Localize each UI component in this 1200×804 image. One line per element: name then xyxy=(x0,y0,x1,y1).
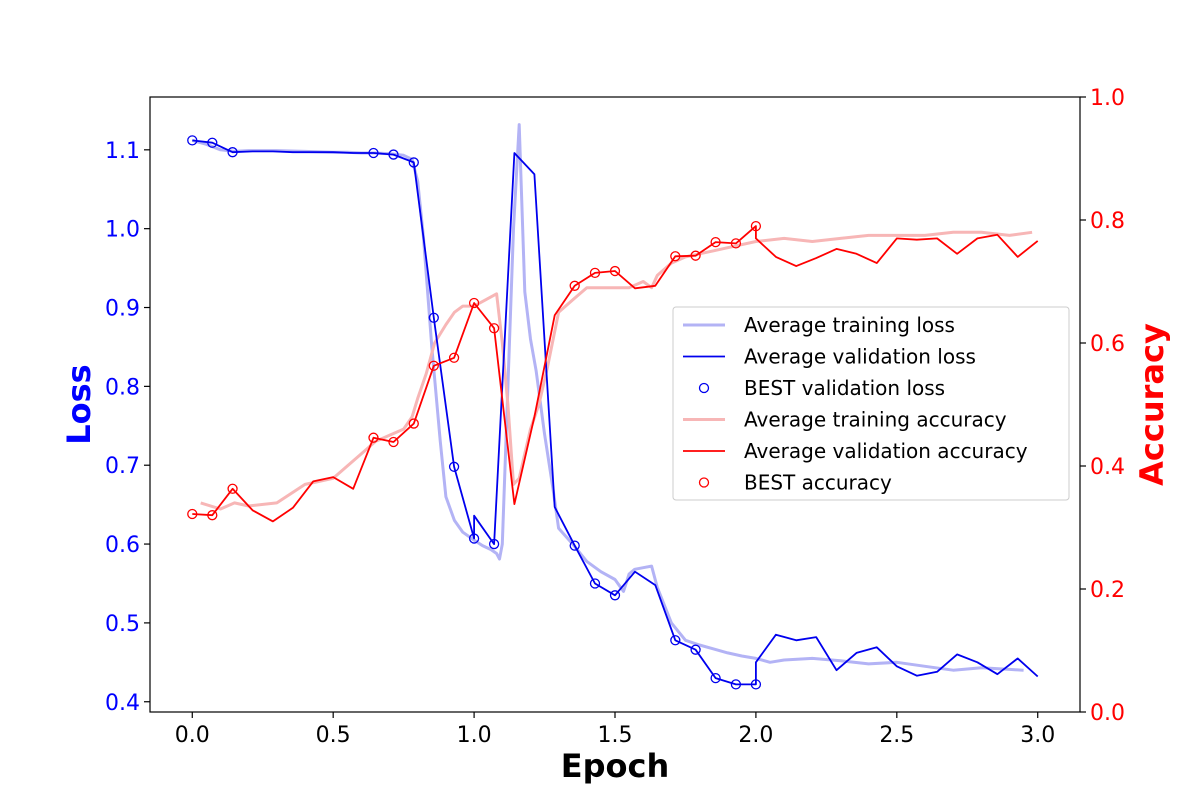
average-validation-loss-line xyxy=(192,139,1039,686)
legend-label-average-validation-accuracy: Average validation accuracy xyxy=(744,439,1028,463)
legend-box xyxy=(672,306,1070,501)
best-validation-loss-point xyxy=(750,679,762,690)
best-validation-loss-point xyxy=(207,137,218,148)
best-validation-loss-point xyxy=(448,461,460,472)
x-tick-label: 1.0 xyxy=(457,723,492,748)
x-tick-label: 2.0 xyxy=(738,723,773,748)
best-validation-loss-point xyxy=(388,149,399,160)
best-validation-loss-point xyxy=(488,538,500,550)
best-validation-loss-point xyxy=(227,147,238,158)
x-tick-label: 0.0 xyxy=(175,723,210,748)
best-validation-loss-point xyxy=(609,590,621,601)
average-training-accuracy-line xyxy=(200,230,1033,511)
series-layer xyxy=(187,123,1039,690)
left-y-axis-label: Loss xyxy=(60,364,98,444)
left-y-tick-label: 0.6 xyxy=(105,533,140,558)
best-validation-loss-point xyxy=(468,533,480,544)
x-tick-label: 0.5 xyxy=(316,723,351,748)
best-validation-loss-point xyxy=(408,157,419,168)
best-accuracy-point xyxy=(690,250,701,261)
right-y-tick-label: 0.0 xyxy=(1090,701,1125,726)
left-y-tick-label: 0.5 xyxy=(105,612,140,637)
legend-label-average-training-loss: Average training loss xyxy=(744,313,955,337)
best-validation-loss-point xyxy=(730,679,742,690)
best-accuracy-markers xyxy=(187,220,762,521)
left-y-tick-label: 0.9 xyxy=(105,297,140,322)
best-validation-loss-point xyxy=(368,147,379,159)
best-validation-loss-point xyxy=(589,578,601,589)
best-accuracy-point xyxy=(750,220,762,232)
best-accuracy-point xyxy=(187,508,198,520)
best-accuracy-point xyxy=(488,323,500,334)
best-accuracy-point xyxy=(730,238,742,249)
legend-label-average-training-accuracy: Average training accuracy xyxy=(744,408,1007,432)
axes-layer: 0.0 0.5 1.0 1.5 2.0 2.5 3.0 0.4 0.5 0.6 0.7 0.8 0.9 1… xyxy=(105,86,1125,748)
legend-label-best-accuracy: BEST accuracy xyxy=(744,471,892,495)
best-accuracy-point xyxy=(227,483,238,494)
best-accuracy-point xyxy=(207,510,218,521)
legend: Average training loss Average validation … xyxy=(672,306,1070,501)
right-y-tick-label: 0.2 xyxy=(1090,578,1125,603)
legend-label-best-validation-loss: BEST validation loss xyxy=(744,376,945,400)
best-accuracy-point xyxy=(710,236,721,248)
best-validation-loss-point xyxy=(710,672,721,684)
x-axis-label: Epoch xyxy=(561,747,670,785)
left-y-tick-label: 1.0 xyxy=(105,218,140,243)
best-validation-loss-point xyxy=(690,644,701,655)
legend-swatch-best-validation-loss xyxy=(698,382,710,394)
best-accuracy-point xyxy=(569,280,580,291)
left-y-tick-label: 0.4 xyxy=(105,691,140,716)
best-accuracy-point xyxy=(448,352,460,363)
best-validation-loss-markers xyxy=(187,135,762,690)
legend-entries: Average training loss Average validation … xyxy=(683,313,1028,495)
best-accuracy-point xyxy=(428,360,439,371)
right-y-axis-label: Accuracy xyxy=(1133,323,1171,486)
best-accuracy-point xyxy=(468,297,480,309)
best-validation-loss-point xyxy=(569,540,580,551)
best-accuracy-point xyxy=(408,418,419,429)
legend-swatch-best-accuracy xyxy=(698,477,710,488)
best-accuracy-point xyxy=(368,432,379,443)
left-y-tick-label: 0.8 xyxy=(105,375,140,400)
right-y-tick-label: 0.6 xyxy=(1090,332,1125,357)
x-tick-label: 3.0 xyxy=(1020,723,1055,748)
right-y-tick-label: 1.0 xyxy=(1090,86,1125,111)
x-tick-label: 1.5 xyxy=(598,723,633,748)
best-validation-loss-point xyxy=(187,135,198,146)
left-y-tick-label: 1.1 xyxy=(105,139,140,164)
best-accuracy-point xyxy=(609,265,621,277)
legend-label-average-validation-loss: Average validation loss xyxy=(744,345,976,369)
average-validation-accuracy-line xyxy=(192,225,1039,523)
best-validation-loss-point xyxy=(428,312,439,323)
right-y-tick-label: 0.4 xyxy=(1090,455,1125,480)
left-y-tick-label: 0.7 xyxy=(105,454,140,479)
best-validation-loss-point xyxy=(670,635,681,646)
best-accuracy-point xyxy=(589,267,601,279)
x-tick-label: 2.5 xyxy=(879,723,914,748)
right-y-tick-label: 0.8 xyxy=(1090,209,1125,234)
best-accuracy-point xyxy=(388,436,399,448)
best-accuracy-point xyxy=(670,251,681,262)
